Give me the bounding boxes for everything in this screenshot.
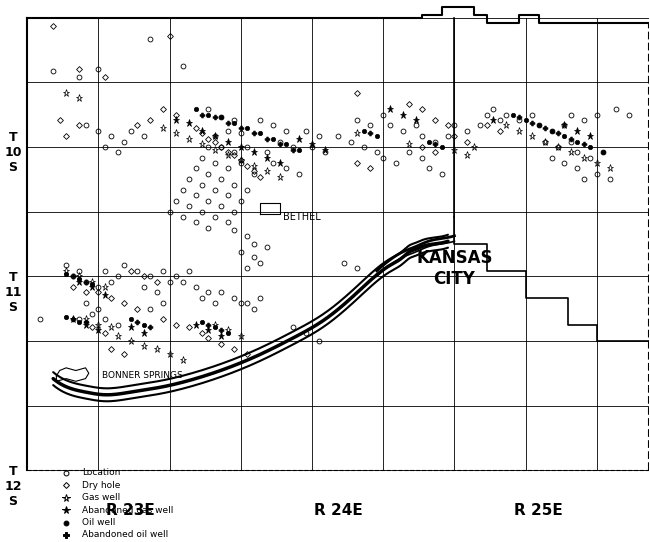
Text: Gas well: Gas well <box>83 493 120 502</box>
Text: T
12
S: T 12 S <box>5 465 22 508</box>
Text: Dry hole: Dry hole <box>83 481 121 490</box>
Text: BETHEL: BETHEL <box>283 212 320 222</box>
Text: R 24E: R 24E <box>313 503 362 518</box>
Text: BONNER SPRINGS: BONNER SPRINGS <box>101 371 183 380</box>
Text: T
10
S: T 10 S <box>5 131 22 174</box>
Text: KANSAS
CITY: KANSAS CITY <box>416 249 493 288</box>
Text: T
11
S: T 11 S <box>5 271 22 314</box>
Text: Abandoned oil well: Abandoned oil well <box>83 531 168 539</box>
Text: Abandoned gas well: Abandoned gas well <box>83 506 174 514</box>
Text: R 23E: R 23E <box>107 503 155 518</box>
Text: Oil well: Oil well <box>83 518 116 527</box>
Text: R 25E: R 25E <box>514 503 563 518</box>
Text: Location: Location <box>83 468 121 478</box>
